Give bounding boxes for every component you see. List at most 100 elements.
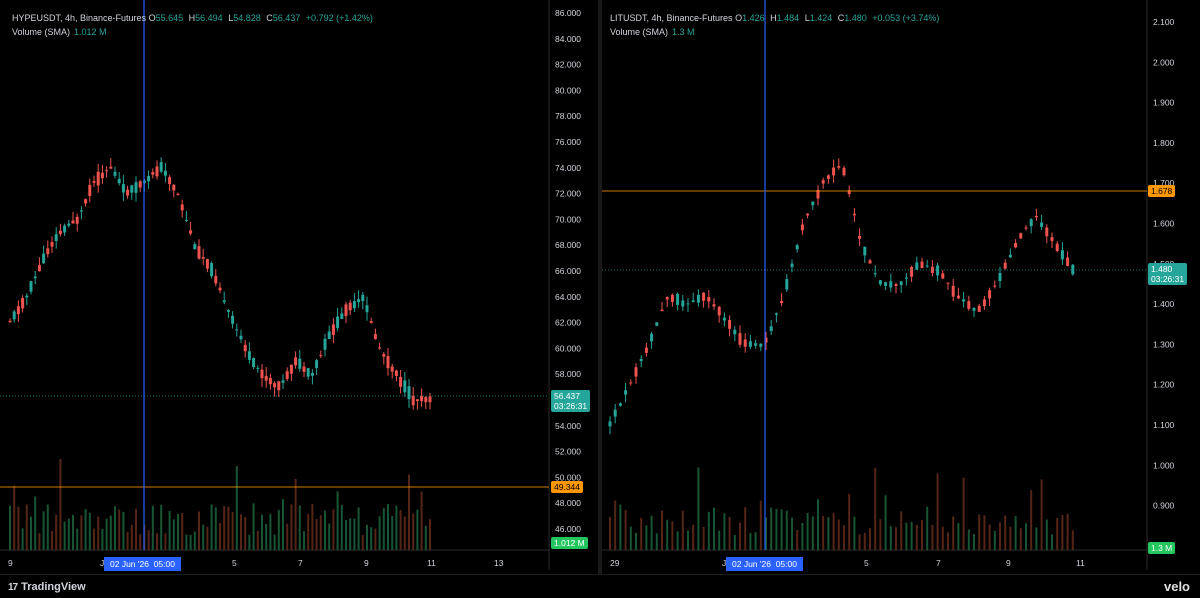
candle-body bbox=[650, 333, 654, 342]
price-axis-label: 1.000 bbox=[1153, 460, 1175, 470]
volume-bar bbox=[286, 523, 289, 550]
volume-bar bbox=[1040, 479, 1043, 550]
volume-bar bbox=[105, 518, 108, 550]
volume-bar bbox=[889, 526, 892, 550]
volume-bar bbox=[408, 474, 410, 550]
volume-bar bbox=[947, 532, 949, 550]
volume-bar bbox=[1045, 519, 1048, 550]
volume-bar bbox=[671, 521, 674, 550]
volume-bar bbox=[109, 515, 112, 550]
volume-bar bbox=[13, 485, 16, 550]
candle-body bbox=[634, 367, 638, 377]
volume-bar bbox=[273, 534, 276, 550]
candle-body bbox=[993, 285, 997, 287]
candle-body bbox=[252, 357, 256, 368]
symbol-label[interactable]: LITUSDT, 4h, Binance-Futures bbox=[610, 13, 733, 23]
volume-bar bbox=[206, 526, 209, 550]
candlestick-chart[interactable]: 86.000 84.000 82.000 80.000 78.000 76.000 74.0… bbox=[0, 0, 598, 574]
volume-bar bbox=[811, 516, 814, 550]
volume-bar bbox=[84, 509, 87, 550]
candle-body bbox=[941, 273, 945, 279]
candle-body bbox=[982, 299, 986, 307]
volume-bar bbox=[962, 477, 965, 550]
volume-bar bbox=[374, 528, 377, 550]
high-key: H bbox=[188, 13, 196, 23]
time-axis-label: 7 bbox=[298, 558, 303, 568]
volume-bar bbox=[416, 509, 419, 550]
candle-body bbox=[1034, 215, 1038, 218]
volume-bar bbox=[25, 504, 28, 550]
volume-bar bbox=[624, 510, 627, 550]
velo-logo[interactable]: velo bbox=[1163, 579, 1190, 594]
candle-body bbox=[722, 317, 726, 321]
volume-bar bbox=[256, 530, 259, 550]
candle-body bbox=[46, 248, 50, 255]
candle-body bbox=[842, 167, 846, 176]
time-axis-label: 9 bbox=[8, 558, 13, 568]
volume-bar bbox=[315, 519, 318, 550]
candle-body bbox=[998, 273, 1002, 281]
volume-label[interactable]: Volume (SMA) bbox=[12, 27, 71, 37]
volume-bar bbox=[244, 517, 247, 550]
volume-bar bbox=[420, 491, 423, 550]
volume-bar bbox=[298, 505, 301, 550]
candle-body bbox=[1003, 262, 1007, 269]
candle-body bbox=[1071, 264, 1075, 275]
price-axis-label: 84.000 bbox=[555, 34, 581, 44]
tradingview-logo[interactable]: 17 TradingView bbox=[8, 581, 86, 593]
candle-body bbox=[54, 234, 58, 242]
volume-bar bbox=[936, 473, 939, 550]
volume-bar bbox=[785, 510, 788, 550]
candle-body bbox=[1066, 257, 1070, 266]
volume-bar bbox=[240, 514, 242, 550]
price-axis-label: 2.100 bbox=[1153, 17, 1175, 27]
candle-body bbox=[821, 180, 825, 184]
volume-bar bbox=[978, 514, 981, 550]
volume-bar bbox=[801, 523, 804, 550]
volume-bar bbox=[837, 519, 840, 550]
candlestick-chart[interactable]: 2.1002.0001.9001.8001.7001.6001.5001.400… bbox=[602, 0, 1200, 574]
volume-bar bbox=[336, 491, 339, 550]
volume-bar bbox=[869, 528, 871, 550]
symbol-label[interactable]: HYPEUSDT, 4h, Binance-Futures bbox=[12, 13, 147, 23]
chart-pane-hypeusdt[interactable]: 86.000 84.000 82.000 80.000 78.000 76.000 74.0… bbox=[0, 0, 598, 574]
candle-body bbox=[712, 304, 716, 307]
candle-body bbox=[231, 315, 235, 324]
candle-body bbox=[988, 290, 992, 299]
candle-body bbox=[686, 303, 690, 305]
volume-value: 1.012 M bbox=[74, 27, 107, 37]
volume-bar bbox=[93, 528, 95, 550]
pane-divider[interactable] bbox=[598, 0, 602, 574]
volume-bar bbox=[311, 503, 314, 550]
volume-bar bbox=[697, 467, 700, 550]
volume-bar bbox=[353, 518, 356, 550]
volume-bar bbox=[723, 513, 726, 550]
volume-bar bbox=[687, 530, 689, 550]
candle-body bbox=[189, 230, 193, 234]
volume-bar bbox=[231, 511, 234, 550]
volume-bar bbox=[619, 504, 622, 550]
volume-bar bbox=[214, 507, 217, 550]
close-key: C bbox=[266, 13, 273, 23]
volume-label[interactable]: Volume (SMA) bbox=[610, 27, 669, 37]
candle-body bbox=[172, 184, 176, 191]
volume-bar bbox=[63, 521, 66, 550]
volume-bar bbox=[361, 534, 364, 550]
chart-pane-litusdt[interactable]: 2.1002.0001.9001.8001.7001.6001.5001.400… bbox=[602, 0, 1200, 574]
candle-body bbox=[696, 294, 700, 303]
price-axis-label: 72.000 bbox=[555, 189, 581, 199]
candle-body bbox=[806, 213, 810, 216]
volume-bar bbox=[328, 523, 331, 550]
close-value: 1.480 bbox=[844, 13, 867, 23]
candle-body bbox=[29, 281, 33, 292]
candle-body bbox=[256, 367, 260, 369]
volume-bar bbox=[910, 521, 913, 550]
candle-body bbox=[79, 210, 83, 212]
candle-body bbox=[12, 311, 16, 320]
volume-bar bbox=[156, 533, 158, 550]
volume-bar bbox=[931, 524, 934, 550]
candle-body bbox=[894, 284, 898, 287]
time-axis-label: 7 bbox=[936, 558, 941, 568]
candle-body bbox=[37, 265, 41, 272]
candle-body bbox=[63, 225, 67, 233]
